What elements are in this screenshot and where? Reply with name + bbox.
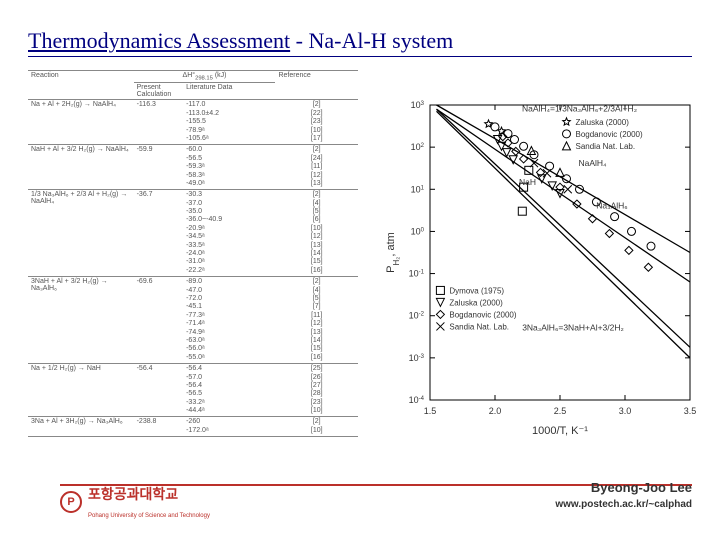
svg-text:10-1: 10-1 [409, 269, 425, 279]
title-underlined: Thermodynamics Assessment [28, 28, 290, 53]
svg-text:Na₃AlH₆: Na₃AlH₆ [596, 200, 627, 210]
svg-text:Zaluska (2000): Zaluska (2000) [449, 298, 503, 307]
svg-text:101: 101 [411, 184, 425, 194]
logo-subtext: Pohang University of Science and Technol… [88, 513, 210, 519]
col-present: Present Calculation [134, 83, 184, 100]
svg-text:10-2: 10-2 [409, 311, 425, 321]
svg-text:NaAlH₄: NaAlH₄ [578, 158, 607, 168]
svg-text:1000/T, K⁻¹: 1000/T, K⁻¹ [532, 425, 588, 437]
col-reference: Reference [275, 71, 358, 100]
author-url: www.postech.ac.kr/~calphad [555, 499, 692, 510]
svg-text:100: 100 [411, 226, 425, 236]
table-row: 1/3 Na₃AlH₆ + 2/3 Al + H₂(g) → NaAlH₄-36… [28, 190, 358, 277]
table-row: NaH + Al + 3/2 H₂(g) → NaAlH₄-59.9-60.0-… [28, 145, 358, 190]
svg-text:10-3: 10-3 [409, 353, 425, 363]
svg-text:1.5: 1.5 [424, 406, 437, 416]
logo-mark-icon: P [60, 491, 82, 513]
svg-text:NaH: NaH [519, 177, 536, 187]
table-row: Na + 1/2 H₂(g) → NaH-56.4-56.4-57.0-56.4… [28, 364, 358, 417]
vant-hoff-plot: 1.5 2.0 2.5 3.0 3.5 10-4 10-3 10-2 10-1 100 101 102… [380, 95, 700, 440]
svg-text:2.0: 2.0 [489, 406, 502, 416]
svg-text:2.5: 2.5 [554, 406, 567, 416]
author: Byeong-Joo Lee [591, 480, 692, 495]
svg-text:PH₂, atm: PH₂, atm [385, 232, 401, 273]
table-row: 3NaH + Al + 3/2 H₂(g) → Na₃AlH₆-69.6-89.… [28, 277, 358, 364]
logo-text: 포항공과대학교 [88, 486, 178, 502]
postech-logo: P 포항공과대학교 Pohang University of Science a… [60, 484, 210, 520]
svg-text:Dymova (1975): Dymova (1975) [449, 286, 504, 295]
col-lit: Literature Data [183, 83, 275, 100]
svg-text:Bogdanovic (2000): Bogdanovic (2000) [576, 130, 643, 139]
svg-text:Zaluska (2000): Zaluska (2000) [576, 118, 630, 127]
title-rest: - Na-Al-H system [290, 28, 453, 53]
svg-text:3.0: 3.0 [619, 406, 632, 416]
svg-text:3Na₃AlH₆=3NaH+Al+3/2H₂: 3Na₃AlH₆=3NaH+Al+3/2H₂ [522, 322, 624, 332]
svg-text:NaAlH₄=1/3Na₃AlH₆+2/3Al+H₂: NaAlH₄=1/3Na₃AlH₆+2/3Al+H₂ [522, 103, 637, 113]
table-row: Na + Al + 2H₂(g) → NaAlH₄-116.3-117.0-11… [28, 100, 358, 145]
svg-text:Sandia Nat. Lab.: Sandia Nat. Lab. [449, 322, 509, 331]
svg-text:3.5: 3.5 [684, 406, 697, 416]
col-reaction: Reaction [28, 71, 134, 100]
table-row: 3Na + Al + 3H₂(g) → Na₃AlH₆-238.8-260-17… [28, 417, 358, 437]
svg-text:10-4: 10-4 [409, 395, 425, 405]
svg-text:103: 103 [411, 100, 425, 110]
slide-title: Thermodynamics Assessment - Na-Al-H syst… [28, 28, 453, 54]
byline: Byeong-Joo Lee www.postech.ac.kr/~calpha… [555, 480, 692, 510]
svg-text:102: 102 [411, 142, 425, 152]
title-rule [28, 56, 692, 57]
col-dh: ΔH°298.15 (kJ) [134, 71, 276, 83]
svg-text:Sandia Nat. Lab.: Sandia Nat. Lab. [576, 142, 636, 151]
svg-text:Bogdanovic (2000): Bogdanovic (2000) [449, 310, 516, 319]
enthalpy-table: Reaction ΔH°298.15 (kJ) Reference Presen… [28, 70, 358, 437]
